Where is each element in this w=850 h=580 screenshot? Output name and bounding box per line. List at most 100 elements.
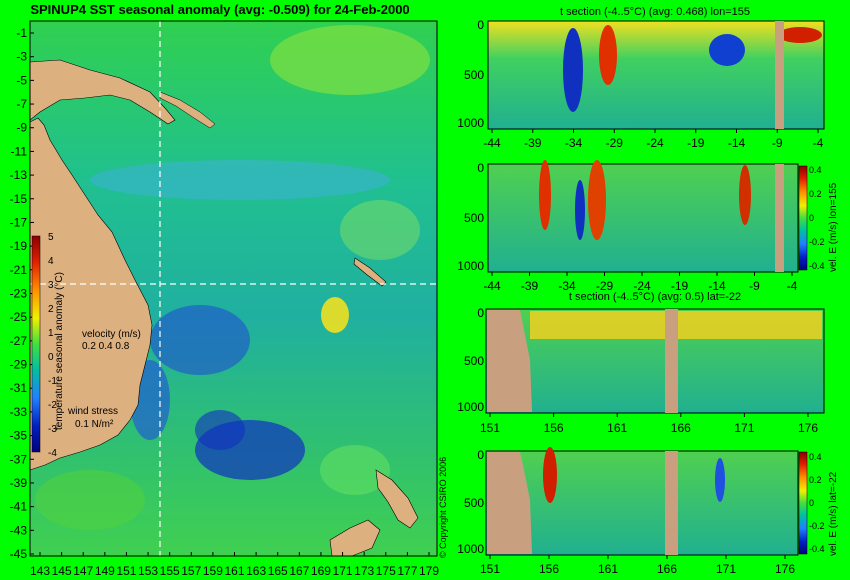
anomaly-patch <box>150 305 250 375</box>
anomaly-patch <box>195 410 245 450</box>
wind-legend-scale: 0.1 N/m² <box>75 419 114 430</box>
wind-legend-label: wind stress <box>67 406 118 417</box>
panel-y-tick-label: 500 <box>464 68 484 82</box>
panel-3-title: t section (-4..5°C) (avg: 0.5) lat=-22 <box>569 291 741 303</box>
map-lon-tick-label: 147 <box>73 564 93 578</box>
panel-2-jet <box>588 160 606 240</box>
map-lat-tick-label: -19 <box>10 239 28 253</box>
map-lat-tick-label: -31 <box>10 381 28 395</box>
panel-y-tick-label: 1000 <box>457 116 484 130</box>
map-lat-tick-label: -33 <box>10 405 28 419</box>
panel-x-tick-label: 176 <box>775 562 795 576</box>
panel-4-colorbar-label: vel. E (m/s) lat=-22 <box>828 471 839 556</box>
map-colorbar-tick-label: 1 <box>48 328 54 339</box>
map-lat-tick-label: -23 <box>10 287 28 301</box>
map-lat-tick-label: -35 <box>10 429 28 443</box>
map-lat-tick-label: -27 <box>10 334 28 348</box>
map-title: SPINUP4 SST seasonal anomaly (avg: -0.50… <box>30 2 409 17</box>
map-lon-tick-label: 171 <box>333 564 353 578</box>
panel-axes: -44 -39 -34 -29 -24 -19 -14 -9 -4 0 500 1000 -44 -39 -… <box>457 18 824 576</box>
map-lat-tick-label: -39 <box>10 476 28 490</box>
wind-legend: wind stress 0.1 N/m² <box>67 406 118 430</box>
map-colorbar-tick-label: -1 <box>48 376 57 387</box>
panel-2-land <box>775 164 784 272</box>
panel-x-tick-label: -24 <box>633 279 651 293</box>
map-lon-axis: 143 145 147 149 151 153 155 157 159 161 163 165 167 1… <box>30 552 439 578</box>
panel-x-tick-label: -39 <box>521 279 539 293</box>
panel-colorbar-tick-label: -0.2 <box>809 237 825 247</box>
panel-x-tick-label: 161 <box>607 421 627 435</box>
panel-x-tick-label: 166 <box>671 421 691 435</box>
anomaly-patch <box>270 25 430 95</box>
panel-x-tick-label: -34 <box>565 136 583 150</box>
panel-3: t section (-4..5°C) (avg: 0.5) lat=-22 <box>485 291 825 414</box>
panel-2: vel. E (m/s) lon=155 <box>487 160 839 273</box>
map-lon-tick-label: 159 <box>203 564 223 578</box>
map-colorbar-label: temperature seasonal anomaly (°C) <box>54 272 65 430</box>
map-lon-tick-label: 177 <box>397 564 417 578</box>
panel-y-tick-label: 0 <box>477 448 484 462</box>
panel-x-tick-label: -9 <box>772 136 783 150</box>
anomaly-patch <box>90 160 390 200</box>
panel-2-jet <box>739 165 751 225</box>
panel-x-tick-label: -39 <box>524 136 542 150</box>
panel-x-tick-label: 151 <box>480 421 500 435</box>
panel-1-plot <box>487 20 825 130</box>
map-lat-tick-label: -41 <box>10 500 28 514</box>
panel-x-tick-label: -24 <box>646 136 664 150</box>
velocity-legend-scale: 0.2 0.4 0.8 <box>82 341 130 352</box>
land-new-caledonia <box>353 257 387 287</box>
panel-x-tick-label: -14 <box>728 136 746 150</box>
map-colorbar-tick-label: -2 <box>48 400 57 411</box>
panel-y-tick-label: 500 <box>464 496 484 510</box>
land-new-guinea <box>29 59 176 125</box>
panel-4-jet <box>715 458 725 502</box>
map-lon-tick-label: 173 <box>354 564 374 578</box>
map-colorbar-tick-label: 4 <box>48 256 54 267</box>
map-lat-tick-label: -15 <box>10 192 28 206</box>
map-frame <box>29 20 438 557</box>
panel-x-tick-label: -44 <box>483 136 501 150</box>
panel-x-tick-label: 156 <box>539 562 559 576</box>
panel-colorbar-tick-label: 0.2 <box>809 475 822 485</box>
panel-y-tick-label: 0 <box>477 161 484 175</box>
panel-x-tick-label: 171 <box>716 562 736 576</box>
panel-1-title: t section (-4..5°C) (avg: 0.468) lon=155 <box>560 6 750 18</box>
map-lat-tick-label: -29 <box>10 358 28 372</box>
panel-1-warm-core <box>778 27 822 43</box>
land-australia <box>29 117 153 471</box>
map-lon-tick-label: 161 <box>224 564 244 578</box>
panel-1-warm-core <box>599 25 617 85</box>
panel-x-tick-label: -29 <box>606 136 624 150</box>
panel-colorbar-tick-label: 0.4 <box>809 165 822 175</box>
map-lat-tick-label: -21 <box>10 263 28 277</box>
panel-x-tick-label: 166 <box>657 562 677 576</box>
map-colorbar-tick-label: 0 <box>48 352 54 363</box>
map-lat-tick-label: -13 <box>10 168 28 182</box>
anomaly-patch <box>320 445 390 495</box>
map-lat-tick-label: -43 <box>10 523 28 537</box>
panel-y-tick-label: 500 <box>464 211 484 225</box>
panel-y-tick-label: 0 <box>477 18 484 32</box>
map-lon-tick-label: 149 <box>95 564 115 578</box>
panel-2-jet <box>539 160 551 230</box>
map-lat-tick-label: -17 <box>10 215 28 229</box>
map-lon-tick-label: 169 <box>311 564 331 578</box>
panel-x-tick-label: -4 <box>787 279 798 293</box>
anomaly-patch <box>321 297 349 333</box>
map-lon-tick-label: 143 <box>30 564 50 578</box>
map-lon-tick-label: 151 <box>116 564 136 578</box>
panel-3-land <box>487 310 532 412</box>
map-lon-tick-label: 163 <box>246 564 266 578</box>
map-colorbar-tick-label: 2 <box>48 304 54 315</box>
panel-colorbar-tick-label: -0.2 <box>809 521 825 531</box>
panel-colorbar-tick-label: 0 <box>809 213 814 223</box>
panel-x-tick-label: 176 <box>798 421 818 435</box>
map-lon-tick-label: 145 <box>52 564 72 578</box>
panel-1: t section (-4..5°C) (avg: 0.468) lon=155 <box>487 6 825 130</box>
map-colorbar-ticks: 5 4 3 2 1 0 -1 -2 -3 -4 <box>48 232 57 459</box>
panel-y-tick-label: 1000 <box>457 259 484 273</box>
map-lon-tick-label: 155 <box>160 564 180 578</box>
map-colorbar-tick-label: 3 <box>48 280 54 291</box>
